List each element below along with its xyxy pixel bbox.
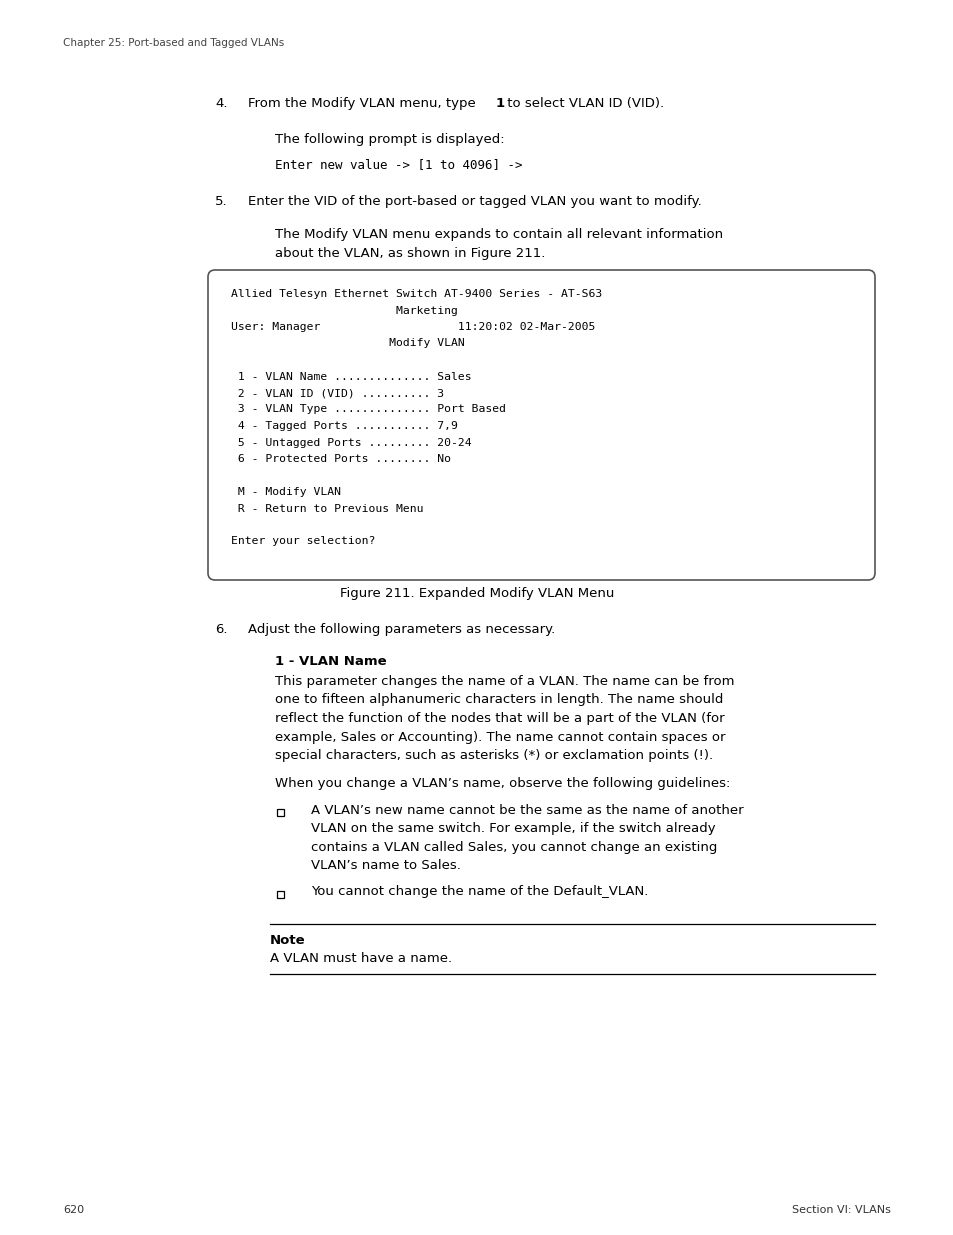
Text: A VLAN must have a name.: A VLAN must have a name. xyxy=(270,951,452,965)
Text: 6 - Protected Ports ........ No: 6 - Protected Ports ........ No xyxy=(231,454,451,464)
Text: VLAN’s name to Sales.: VLAN’s name to Sales. xyxy=(311,860,460,872)
Text: 5.: 5. xyxy=(214,195,228,207)
Text: Enter the VID of the port-based or tagged VLAN you want to modify.: Enter the VID of the port-based or tagge… xyxy=(248,195,701,207)
Text: Allied Telesyn Ethernet Switch AT-9400 Series - AT-S63: Allied Telesyn Ethernet Switch AT-9400 S… xyxy=(231,289,601,299)
Text: Section VI: VLANs: Section VI: VLANs xyxy=(791,1205,890,1215)
Text: 1: 1 xyxy=(496,98,504,110)
Text: reflect the function of the nodes that will be a part of the VLAN (for: reflect the function of the nodes that w… xyxy=(274,713,724,725)
Text: Enter your selection?: Enter your selection? xyxy=(231,536,375,547)
Text: 3 - VLAN Type .............. Port Based: 3 - VLAN Type .............. Port Based xyxy=(231,405,505,415)
Text: Figure 211. Expanded Modify VLAN Menu: Figure 211. Expanded Modify VLAN Menu xyxy=(339,587,614,600)
Text: The following prompt is displayed:: The following prompt is displayed: xyxy=(274,133,504,146)
Text: When you change a VLAN’s name, observe the following guidelines:: When you change a VLAN’s name, observe t… xyxy=(274,778,730,790)
Text: 2 - VLAN ID (VID) .......... 3: 2 - VLAN ID (VID) .......... 3 xyxy=(231,388,444,398)
Text: This parameter changes the name of a VLAN. The name can be from: This parameter changes the name of a VLA… xyxy=(274,676,734,688)
Text: to select VLAN ID (VID).: to select VLAN ID (VID). xyxy=(502,98,663,110)
FancyBboxPatch shape xyxy=(276,809,284,815)
Text: 1 - VLAN Name .............. Sales: 1 - VLAN Name .............. Sales xyxy=(231,372,471,382)
Text: about the VLAN, as shown in Figure 211.: about the VLAN, as shown in Figure 211. xyxy=(274,247,545,261)
Text: 1 - VLAN Name: 1 - VLAN Name xyxy=(274,655,386,668)
Text: 4 - Tagged Ports ........... 7,9: 4 - Tagged Ports ........... 7,9 xyxy=(231,421,457,431)
Text: Chapter 25: Port-based and Tagged VLANs: Chapter 25: Port-based and Tagged VLANs xyxy=(63,38,284,48)
Text: A VLAN’s new name cannot be the same as the name of another: A VLAN’s new name cannot be the same as … xyxy=(311,804,742,816)
Text: Adjust the following parameters as necessary.: Adjust the following parameters as neces… xyxy=(248,622,555,636)
Text: 6.: 6. xyxy=(214,622,227,636)
FancyBboxPatch shape xyxy=(276,890,284,898)
Text: contains a VLAN called Sales, you cannot change an existing: contains a VLAN called Sales, you cannot… xyxy=(311,841,717,853)
Text: Note: Note xyxy=(270,934,305,946)
Text: 4.: 4. xyxy=(214,98,227,110)
Text: 5 - Untagged Ports ......... 20-24: 5 - Untagged Ports ......... 20-24 xyxy=(231,437,471,447)
Text: User: Manager                    11:20:02 02-Mar-2005: User: Manager 11:20:02 02-Mar-2005 xyxy=(231,322,595,332)
Text: Marketing: Marketing xyxy=(231,305,457,315)
Text: You cannot change the name of the Default_VLAN.: You cannot change the name of the Defaul… xyxy=(311,885,648,899)
Text: The Modify VLAN menu expands to contain all relevant information: The Modify VLAN menu expands to contain … xyxy=(274,228,722,241)
Text: VLAN on the same switch. For example, if the switch already: VLAN on the same switch. For example, if… xyxy=(311,823,715,835)
FancyBboxPatch shape xyxy=(208,270,874,580)
Text: 620: 620 xyxy=(63,1205,84,1215)
Text: Enter new value -> [1 to 4096] ->: Enter new value -> [1 to 4096] -> xyxy=(274,158,522,170)
Text: R - Return to Previous Menu: R - Return to Previous Menu xyxy=(231,504,423,514)
Text: From the Modify VLAN menu, type: From the Modify VLAN menu, type xyxy=(248,98,479,110)
Text: one to fifteen alphanumeric characters in length. The name should: one to fifteen alphanumeric characters i… xyxy=(274,694,722,706)
Text: M - Modify VLAN: M - Modify VLAN xyxy=(231,487,340,496)
Text: special characters, such as asterisks (*) or exclamation points (!).: special characters, such as asterisks (*… xyxy=(274,748,713,762)
Text: example, Sales or Accounting). The name cannot contain spaces or: example, Sales or Accounting). The name … xyxy=(274,730,724,743)
Text: Modify VLAN: Modify VLAN xyxy=(231,338,464,348)
